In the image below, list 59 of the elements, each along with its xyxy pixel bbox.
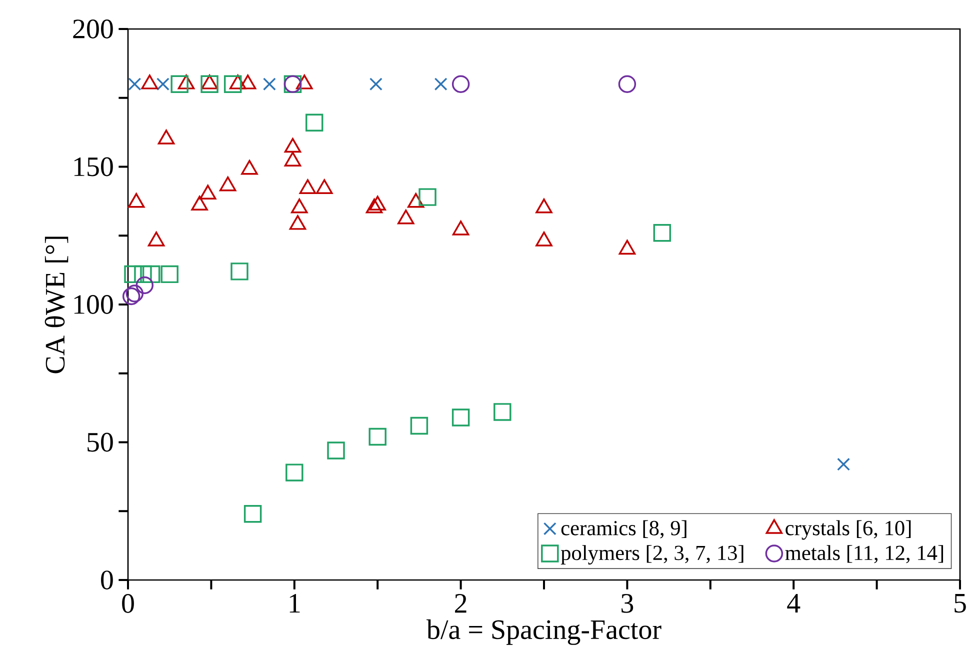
point [284, 138, 302, 153]
point [142, 265, 160, 284]
y-tick-label: 100 [74, 295, 113, 314]
point [291, 198, 308, 214]
point [230, 262, 248, 280]
point [244, 505, 262, 523]
legend-label: crystals [6, 10] [786, 520, 911, 540]
point [452, 220, 470, 236]
point [536, 198, 552, 214]
point [618, 240, 636, 255]
point [148, 232, 165, 246]
point [316, 179, 333, 194]
point [160, 265, 178, 284]
point [299, 179, 316, 194]
point [229, 74, 246, 90]
x-axis-title: b/a = Spacing-Factor [426, 619, 662, 645]
y-axis-title: CA θWE [°] [44, 236, 68, 374]
point [410, 416, 428, 435]
y-tick-label: 0 [101, 570, 113, 590]
point [191, 196, 208, 211]
point [239, 74, 256, 90]
point [219, 176, 236, 192]
y-tick-label: 150 [74, 157, 113, 176]
point [398, 210, 414, 224]
point [122, 287, 140, 306]
point [286, 464, 304, 482]
x-tick-label: 3 [622, 594, 634, 613]
point [289, 215, 306, 230]
point [241, 160, 258, 175]
point [494, 403, 512, 421]
point [368, 428, 386, 446]
point [136, 276, 154, 294]
point [369, 196, 386, 211]
point [124, 265, 142, 284]
legend-label: ceramics [8, 9] [561, 520, 686, 538]
x-tick-label: 5 [954, 594, 966, 613]
legend-label: metals [11, 12, 14] [785, 545, 944, 564]
point [200, 184, 216, 200]
point [201, 74, 218, 90]
point [284, 152, 302, 166]
x-tick-label: 2 [455, 594, 466, 613]
point [128, 193, 145, 208]
y-tick-label: 50 [88, 432, 113, 452]
point [158, 130, 175, 144]
point [407, 193, 424, 208]
point [296, 74, 313, 90]
x-tick-label: 0 [122, 594, 134, 613]
point [366, 198, 383, 214]
y-tick-label: 200 [73, 20, 113, 38]
legend-label: polymers [2, 3, 7, 13] [560, 545, 744, 565]
point [327, 442, 345, 460]
point [536, 232, 552, 246]
point [452, 408, 470, 426]
point [178, 74, 195, 90]
x-tick-label: 1 [290, 594, 300, 613]
point [836, 458, 850, 471]
point [126, 284, 144, 302]
x-tick-label: 4 [787, 594, 800, 612]
point [141, 74, 158, 90]
